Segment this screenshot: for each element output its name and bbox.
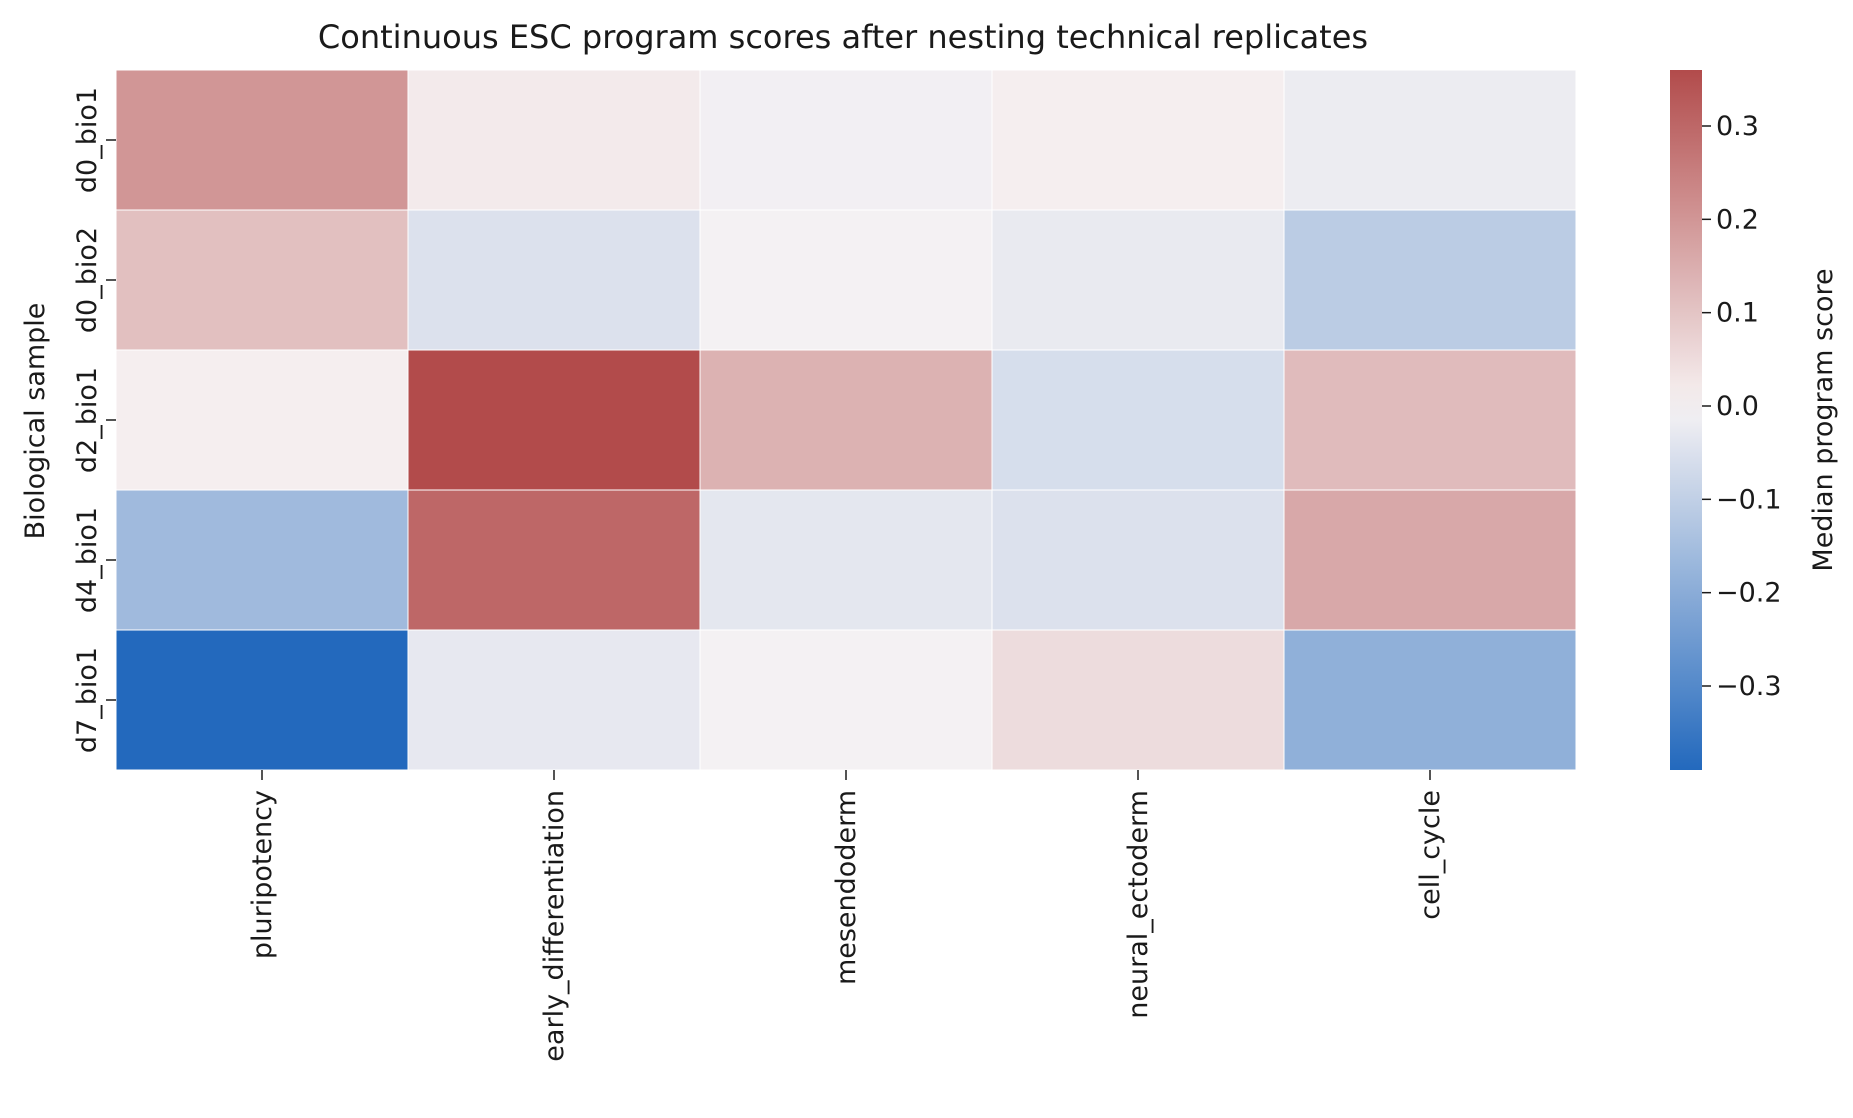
colorbar-label: Median program score — [1808, 268, 1839, 571]
x-tick-label-mesendoderm: mesendoderm — [831, 790, 862, 985]
heatmap-cell-d7_bio1-mesendoderm — [699, 629, 993, 771]
y-axis: d0_bio1 d0_bio2 d2_bio1 d4_bio1 d7_bio1 — [72, 87, 116, 753]
y-tick-label-d7_bio1: d7_bio1 — [72, 647, 103, 753]
heatmap-cell-d0_bio2-cell_cycle — [1283, 209, 1577, 351]
heatmap-cell-d7_bio1-neural_ectoderm — [991, 629, 1285, 771]
heatmap-cell-d4_bio1-mesendoderm — [699, 489, 993, 631]
heatmap-cell-d0_bio1-mesendoderm — [699, 69, 993, 211]
x-tick-label-cell_cycle: cell_cycle — [1415, 790, 1446, 920]
x-tick-label-early_differentiation: early_differentiation — [539, 790, 570, 1062]
colorbar-tick-label: 0.1 — [1716, 298, 1759, 329]
y-tick-label-d0_bio1: d0_bio1 — [72, 87, 103, 193]
heatmap-cell-d2_bio1-early_differentiation — [407, 349, 701, 491]
chart-title: Continuous ESC program scores after nest… — [318, 18, 1368, 56]
colorbar-tick-label: 0.2 — [1716, 204, 1759, 235]
heatmap-cell-d2_bio1-cell_cycle — [1283, 349, 1577, 491]
heatmap-cell-d2_bio1-neural_ectoderm — [991, 349, 1285, 491]
heatmap-cell-d7_bio1-pluripotency — [115, 629, 409, 771]
heatmap-cells — [115, 69, 1577, 771]
heatmap-cell-d4_bio1-pluripotency — [115, 489, 409, 631]
heatmap-cell-d7_bio1-early_differentiation — [407, 629, 701, 771]
y-axis-label: Biological sample — [20, 303, 51, 540]
heatmap-cell-d4_bio1-early_differentiation — [407, 489, 701, 631]
heatmap-cell-d0_bio1-pluripotency — [115, 69, 409, 211]
colorbar-gradient — [1670, 70, 1702, 770]
x-tick-label-neural_ectoderm: neural_ectoderm — [1123, 790, 1154, 1019]
colorbar-tick-label: −0.3 — [1716, 671, 1782, 702]
colorbar-tick-label: −0.1 — [1716, 484, 1782, 515]
colorbar-tick-label: 0.0 — [1716, 391, 1759, 422]
x-tick-label-pluripotency: pluripotency — [247, 790, 278, 959]
heatmap-cell-d2_bio1-pluripotency — [115, 349, 409, 491]
heatmap-cell-d0_bio2-pluripotency — [115, 209, 409, 351]
heatmap-cell-d0_bio1-neural_ectoderm — [991, 69, 1285, 211]
colorbar-tick-label: −0.2 — [1716, 578, 1782, 609]
heatmap-cell-d0_bio1-early_differentiation — [407, 69, 701, 211]
y-tick-label-d2_bio1: d2_bio1 — [72, 367, 103, 473]
y-tick-label-d0_bio2: d0_bio2 — [72, 227, 103, 333]
heatmap-cell-d2_bio1-mesendoderm — [699, 349, 993, 491]
heatmap-cell-d0_bio2-early_differentiation — [407, 209, 701, 351]
heatmap-cell-d0_bio2-mesendoderm — [699, 209, 993, 351]
heatmap-cell-d0_bio1-cell_cycle — [1283, 69, 1577, 211]
heatmap-cell-d4_bio1-neural_ectoderm — [991, 489, 1285, 631]
heatmap-cell-d4_bio1-cell_cycle — [1283, 489, 1577, 631]
heatmap-cell-d7_bio1-cell_cycle — [1283, 629, 1577, 771]
y-tick-label-d4_bio1: d4_bio1 — [72, 507, 103, 613]
colorbar-tick-label: 0.3 — [1716, 111, 1759, 142]
x-axis: pluripotency early_differentiation mesendo… — [247, 770, 1446, 1062]
colorbar-ticks: 0.3 0.2 0.1 0.0 −0.1 −0.2 −0.3 — [1702, 111, 1782, 702]
heatmap-cell-d0_bio2-neural_ectoderm — [991, 209, 1285, 351]
colorbar: 0.3 0.2 0.1 0.0 −0.1 −0.2 −0.3 Median program … — [1670, 70, 1839, 770]
